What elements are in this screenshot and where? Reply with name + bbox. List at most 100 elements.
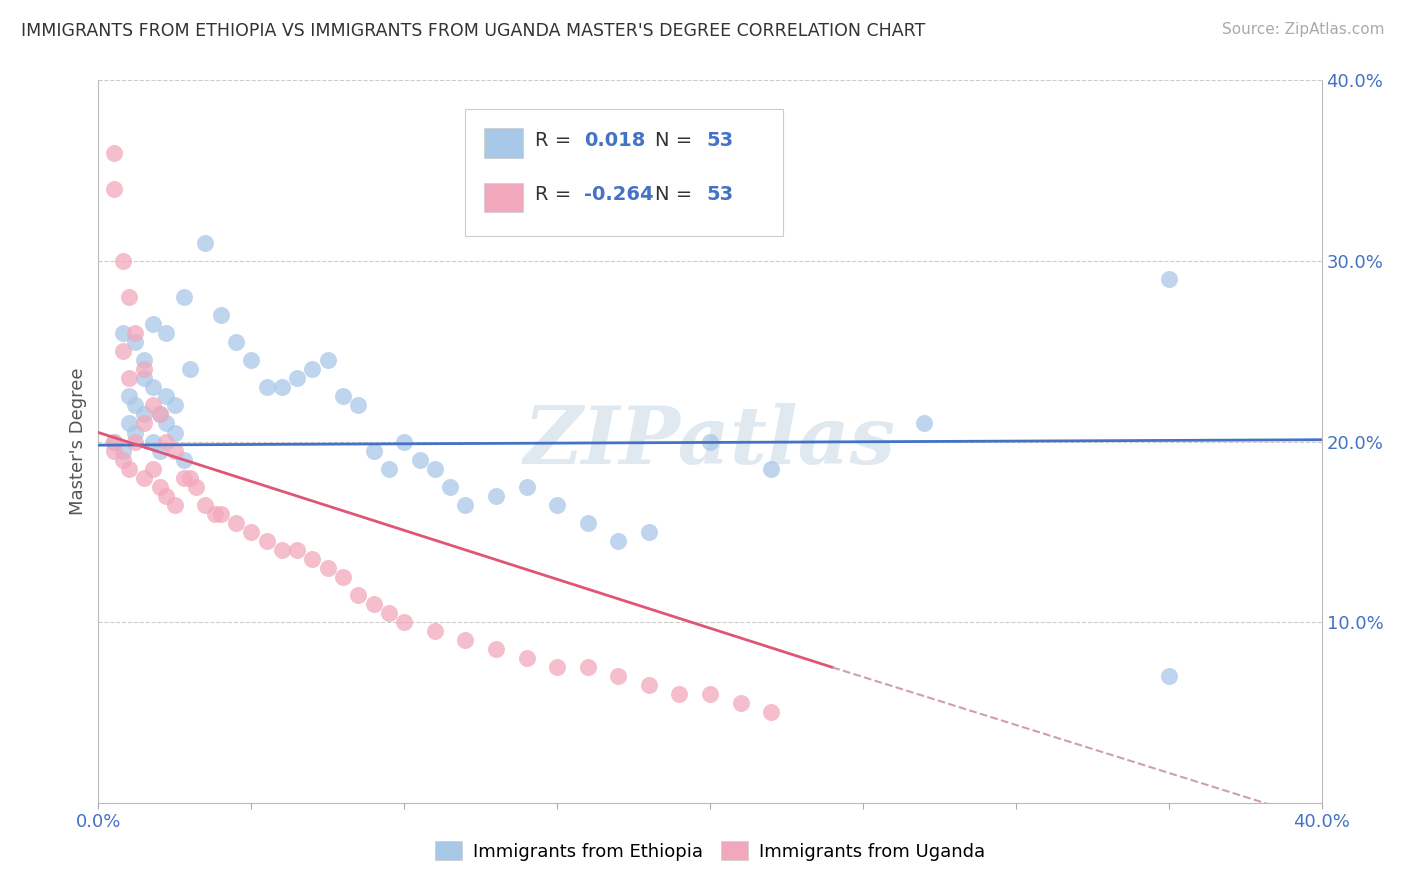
Point — [142, 380, 165, 394]
Point — [485, 642, 508, 657]
Point — [149, 480, 172, 494]
Point — [516, 480, 538, 494]
Point — [347, 588, 370, 602]
Point — [240, 524, 263, 539]
Point — [118, 461, 141, 475]
Point — [124, 335, 146, 350]
Point — [240, 353, 263, 368]
Point — [134, 471, 156, 485]
Point — [546, 660, 568, 674]
Point — [332, 570, 354, 584]
Point — [149, 408, 172, 422]
Point — [378, 606, 401, 620]
Point — [668, 687, 690, 701]
Point — [347, 398, 370, 412]
Point — [103, 182, 125, 196]
Point — [118, 389, 141, 403]
Point — [423, 624, 446, 639]
Point — [134, 408, 156, 422]
FancyBboxPatch shape — [484, 128, 523, 158]
Point — [134, 417, 156, 431]
Point — [124, 398, 146, 412]
Point — [759, 706, 782, 720]
Point — [163, 443, 186, 458]
Point — [576, 516, 599, 530]
Point — [759, 461, 782, 475]
Text: N =: N = — [655, 185, 699, 204]
Point — [111, 326, 134, 340]
FancyBboxPatch shape — [484, 183, 523, 211]
Point — [124, 425, 146, 440]
Point — [134, 362, 156, 376]
Point — [730, 697, 752, 711]
Point — [423, 461, 446, 475]
Point — [186, 480, 208, 494]
Point — [408, 452, 430, 467]
Text: N =: N = — [655, 131, 699, 150]
Point — [155, 417, 177, 431]
Point — [173, 452, 195, 467]
Point — [316, 353, 339, 368]
Text: -0.264: -0.264 — [583, 185, 654, 204]
Point — [699, 434, 721, 449]
Point — [155, 389, 177, 403]
Point — [173, 290, 195, 304]
Point — [194, 498, 217, 512]
Point — [256, 533, 278, 548]
Point — [179, 471, 201, 485]
Point — [225, 335, 247, 350]
Point — [516, 651, 538, 665]
Point — [173, 471, 195, 485]
Point — [118, 417, 141, 431]
Point — [118, 371, 141, 385]
Text: R =: R = — [536, 185, 578, 204]
Point — [111, 452, 134, 467]
Point — [142, 398, 165, 412]
Point — [163, 498, 186, 512]
Point — [607, 669, 630, 683]
Point — [225, 516, 247, 530]
Point — [332, 389, 354, 403]
Point — [142, 461, 165, 475]
Point — [316, 561, 339, 575]
Point — [912, 417, 935, 431]
Point — [485, 489, 508, 503]
Point — [1157, 669, 1180, 683]
Point — [301, 362, 323, 376]
Point — [134, 353, 156, 368]
Point — [454, 633, 477, 648]
Point — [163, 425, 186, 440]
Point — [454, 498, 477, 512]
Point — [270, 380, 292, 394]
Point — [285, 371, 308, 385]
Point — [546, 498, 568, 512]
Point — [103, 145, 125, 160]
Point — [155, 489, 177, 503]
Point — [576, 660, 599, 674]
Point — [439, 480, 461, 494]
Point — [124, 326, 146, 340]
Point — [111, 254, 134, 268]
Text: Source: ZipAtlas.com: Source: ZipAtlas.com — [1222, 22, 1385, 37]
Point — [363, 597, 385, 611]
Point — [118, 290, 141, 304]
Point — [1157, 272, 1180, 286]
Point — [111, 443, 134, 458]
Point — [637, 678, 661, 692]
Point — [699, 687, 721, 701]
Text: 53: 53 — [706, 131, 734, 150]
Point — [285, 542, 308, 557]
Text: ZIPatlas: ZIPatlas — [524, 403, 896, 480]
Point — [270, 542, 292, 557]
Point — [209, 507, 232, 521]
Point — [163, 398, 186, 412]
Point — [637, 524, 661, 539]
Point — [149, 408, 172, 422]
Point — [155, 434, 177, 449]
Point — [124, 434, 146, 449]
Point — [209, 308, 232, 322]
Point — [155, 326, 177, 340]
Text: 53: 53 — [706, 185, 734, 204]
Point — [194, 235, 217, 250]
Point — [103, 434, 125, 449]
